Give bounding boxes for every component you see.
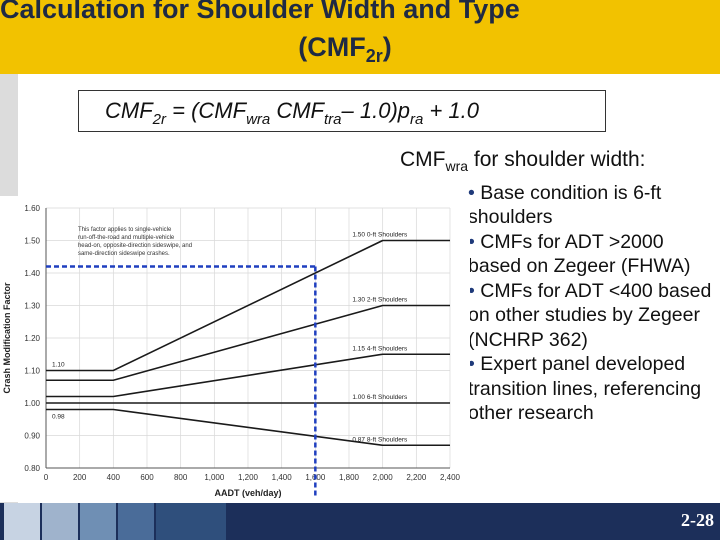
title-subscript: 2r bbox=[365, 46, 383, 66]
y-tick-label: 1.20 bbox=[24, 334, 40, 343]
bullet-dot: • bbox=[468, 353, 475, 376]
left-value-label: 1.10 bbox=[52, 362, 65, 369]
y-tick-label: 1.00 bbox=[24, 399, 40, 408]
formula-sub: ra bbox=[410, 111, 424, 128]
x-tick-label: 0 bbox=[44, 473, 49, 482]
y-tick-label: 0.90 bbox=[24, 432, 40, 441]
x-tick-label: 400 bbox=[107, 473, 121, 482]
y-tick-label: 0.80 bbox=[24, 464, 40, 473]
formula-sub: tra bbox=[324, 111, 342, 128]
footer-color-block bbox=[156, 503, 226, 540]
formula-part: CMF bbox=[270, 98, 324, 123]
cmf-chart: 02004006008001,0001,2001,4001,6001,8002,… bbox=[0, 196, 470, 502]
series-line bbox=[46, 353, 450, 398]
series-label: 1.30 2-ft Shoulders bbox=[352, 297, 408, 304]
formula-sub: 2r bbox=[152, 111, 166, 128]
y-tick-label: 1.60 bbox=[24, 204, 40, 213]
bullet-dot: • bbox=[468, 230, 475, 253]
bullet-text: Base condition is 6-ft shoulders bbox=[468, 181, 662, 229]
x-tick-label: 1,200 bbox=[238, 473, 259, 482]
cmf-chart-svg: 02004006008001,0001,2001,4001,6001,8002,… bbox=[0, 196, 470, 502]
bullet-item: • Expert panel developed transition line… bbox=[468, 352, 718, 426]
x-tick-label: 2,000 bbox=[373, 473, 394, 482]
left-value-label: 0.98 bbox=[52, 414, 65, 421]
x-tick-label: 600 bbox=[140, 473, 154, 482]
series-line bbox=[46, 304, 450, 382]
bullet-text: CMFs for ADT >2000 based on Zegeer (FHWA… bbox=[468, 230, 691, 278]
chart-note-line: This factor applies to single-vehicle bbox=[78, 227, 172, 233]
y-tick-label: 1.30 bbox=[24, 302, 40, 311]
bullet-list: • Base condition is 6-ft shoulders • CMF… bbox=[400, 181, 718, 426]
title-close: ) bbox=[382, 32, 392, 62]
footer-bar: 2-28 bbox=[0, 503, 720, 540]
series-label: 1.50 0-ft Shoulders bbox=[352, 232, 408, 239]
chart-note: This factor applies to single-vehicle run… bbox=[78, 227, 192, 257]
series-label: 1.15 4-ft Shoulders bbox=[352, 345, 408, 352]
formula-part: CMF bbox=[105, 98, 153, 123]
bullet-text: Expert panel developed transition lines,… bbox=[468, 353, 702, 425]
title-cmf: (CMF bbox=[298, 32, 366, 62]
chart-note-line: same-direction sideswipe crashes. bbox=[78, 251, 170, 257]
chart-background bbox=[0, 196, 470, 502]
bullet-item: • Base condition is 6-ft shoulders bbox=[468, 181, 718, 230]
y-tick-label: 1.50 bbox=[24, 237, 40, 246]
formula-part: = (CMF bbox=[166, 98, 247, 123]
chart-note-line: head-on, opposite-direction sideswipe, a… bbox=[78, 243, 192, 249]
slide-title-line1: Calculation for Shoulder Width and Type bbox=[0, 0, 520, 24]
footer-color-block bbox=[118, 503, 154, 540]
bullet-panel: CMFwra for shoulder width: • Base condit… bbox=[400, 148, 718, 426]
bullet-item: • CMFs for ADT >2000 based on Zegeer (FH… bbox=[468, 230, 718, 279]
x-tick-label: 2,200 bbox=[406, 473, 427, 482]
bullet-heading: CMFwra for shoulder width: bbox=[400, 148, 718, 179]
heading-cmf: CMF bbox=[400, 148, 446, 171]
x-tick-label: 200 bbox=[73, 473, 87, 482]
heading-end: for shoulder width: bbox=[468, 148, 646, 171]
series-label: 1.00 6-ft Shoulders bbox=[352, 394, 408, 401]
y-tick-label: 1.10 bbox=[24, 367, 40, 376]
bullet-text: CMFs for ADT <400 based on other studies… bbox=[468, 279, 712, 351]
bullet-dot: • bbox=[468, 279, 475, 302]
chart-note-line: run-off-the-road and multiple-vehicle bbox=[78, 235, 175, 241]
footer-color-block bbox=[4, 503, 40, 540]
slide-title-line2: (CMF2r) bbox=[0, 32, 690, 67]
y-axis-label: Crash Modification Factor bbox=[2, 282, 12, 394]
x-axis-label: AADT (veh/day) bbox=[214, 488, 281, 498]
x-tick-label: 1,400 bbox=[272, 473, 293, 482]
x-tick-label: 2,400 bbox=[440, 473, 461, 482]
x-tick-label: 1,800 bbox=[339, 473, 360, 482]
x-tick-label: 1,000 bbox=[204, 473, 225, 482]
formula-box: CMF2r = (CMFwra CMFtra– 1.0)pra + 1.0 bbox=[78, 90, 606, 132]
footer-color-block bbox=[80, 503, 116, 540]
bullet-dot: • bbox=[468, 181, 475, 204]
formula-part: – 1.0)p bbox=[341, 98, 411, 123]
series-line bbox=[46, 239, 450, 372]
footer-color-block bbox=[42, 503, 78, 540]
series-line bbox=[46, 408, 450, 447]
x-tick-label: 800 bbox=[174, 473, 188, 482]
bullet-item: • CMFs for ADT <400 based on other studi… bbox=[468, 279, 718, 353]
series-label: 0.87 8-ft Shoulders bbox=[352, 436, 408, 443]
formula-sub: wra bbox=[246, 111, 271, 128]
page-number: 2-28 bbox=[681, 510, 714, 530]
title-bar: Calculation for Shoulder Width and Type … bbox=[0, 0, 720, 74]
y-tick-label: 1.40 bbox=[24, 269, 40, 278]
heading-sub: wra bbox=[445, 158, 469, 175]
formula-part: + 1.0 bbox=[423, 98, 480, 123]
